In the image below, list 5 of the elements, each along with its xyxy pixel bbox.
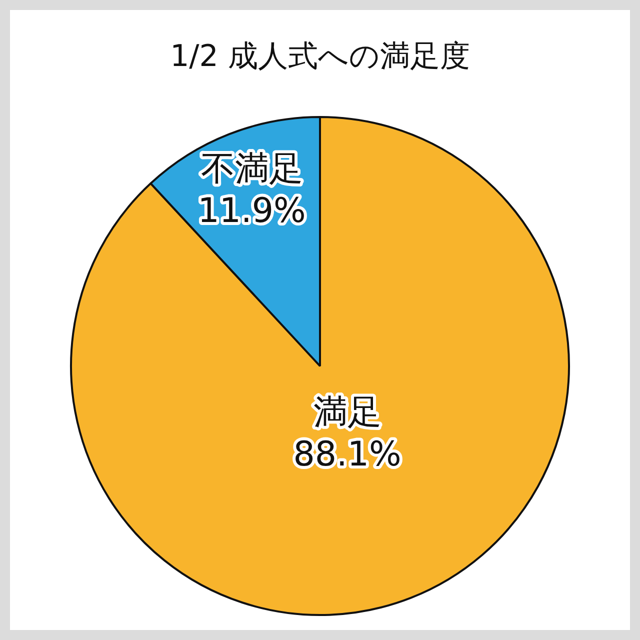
slice-label: 不満足 — [200, 148, 303, 189]
data-label: 88.1% — [293, 434, 402, 474]
data-label: 11.9% — [198, 190, 306, 231]
chart-title: 1/2 成人式への満足度 — [170, 38, 470, 74]
slice-label: 満足 — [313, 392, 382, 432]
